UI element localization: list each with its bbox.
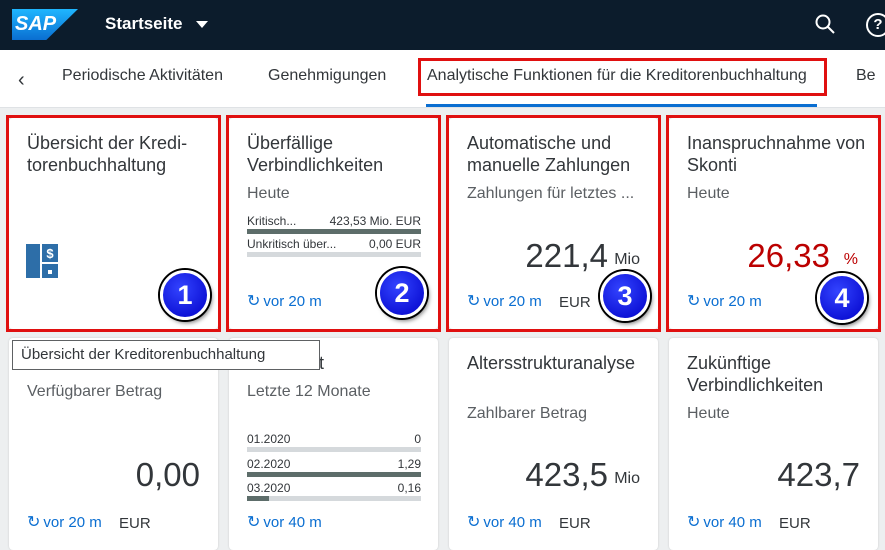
tile-title: Altersstrukturanalyse: [467, 353, 636, 373]
bar-value: 1,29: [397, 457, 421, 471]
tile-laufzeit[interactable]: enlaufzeit Letzte 12 Monate 01.2020 0 02…: [229, 338, 438, 550]
sap-logo[interactable]: SAP: [12, 9, 78, 40]
refresh-icon: ↻: [247, 293, 261, 310]
tile-verfuegbarer-betrag[interactable]: Verfügbarer Betrag 0,00 ↻ vor 20 m EUR: [9, 338, 218, 550]
tile-footer-refresh: ↻ vor 20 m: [247, 293, 322, 310]
search-icon[interactable]: [814, 13, 836, 35]
tile-subtitle: Zahlungen für letztes ...: [467, 185, 635, 202]
tile-altersstrukturanalyse[interactable]: Altersstrukturanalyse Zahlbarer Betrag 4…: [449, 338, 658, 550]
tile-subtitle: Heute: [687, 405, 730, 422]
refresh-icon: ↻: [27, 514, 41, 531]
tile-kpi-value: 221,4: [525, 237, 608, 274]
tile-footer-unit: EUR: [119, 515, 151, 532]
shell-bar: SAP Startseite ?: [0, 0, 885, 50]
tile-title: Automatische und manuelle Zahlungen: [467, 133, 631, 175]
tile-subtitle: Heute: [687, 185, 730, 202]
tile-footer-unit: EUR: [559, 294, 591, 311]
tile-kpi-value: 423,7: [777, 456, 860, 493]
callout-badge-4: 4: [817, 273, 867, 323]
tile-subtitle: Heute: [247, 185, 290, 202]
accounts-payable-icon: $: [26, 244, 58, 278]
tile-kpi-value: 26,33: [747, 237, 830, 274]
tile-kpi-value: 423,5: [525, 456, 608, 493]
bar-track: [247, 496, 421, 501]
tile-footer-unit: EUR: [559, 515, 591, 532]
tile-footer-refresh: ↻ vor 40 m: [687, 514, 762, 531]
bar-label: Kritisch...: [247, 214, 297, 228]
tooltip: Übersicht der Kreditorenbuchhaltung: [12, 340, 320, 370]
tile-title: Überfällige Verbindlichkeiten: [247, 133, 384, 175]
tab-active-indicator: [426, 104, 817, 107]
bar-fill: [247, 472, 421, 477]
svg-text:$: $: [46, 246, 54, 261]
bar-track: [247, 472, 421, 477]
tile-kpi-value: 0,00: [135, 456, 200, 493]
bar-label: 03.2020: [247, 481, 291, 495]
chevron-left-icon[interactable]: ‹: [18, 69, 25, 91]
tile-title: Übersicht der Kredi-torenbuchhaltung: [27, 133, 188, 175]
tab-genehmigungen[interactable]: Genehmigungen: [268, 67, 387, 84]
callout-badge-2: 2: [377, 268, 427, 318]
bar-track: [247, 447, 421, 452]
refresh-icon: ↻: [247, 514, 261, 531]
tile-kpi-scale: %: [843, 251, 858, 268]
bar-value: 0: [414, 432, 421, 446]
bar-label: Unkritisch über...: [247, 237, 337, 251]
bar-label: 02.2020: [247, 457, 291, 471]
refresh-icon: ↻: [687, 293, 701, 310]
shell-title[interactable]: Startseite: [105, 14, 183, 33]
bar-track: [247, 229, 421, 234]
tile-subtitle: Zahlbarer Betrag: [467, 405, 588, 422]
tab-periodische-aktivitaeten[interactable]: Periodische Aktivitäten: [62, 67, 223, 84]
tile-subtitle: Letzte 12 Monate: [247, 383, 371, 400]
callout-badge-3: 3: [600, 271, 650, 321]
bar-value: 0,16: [397, 481, 421, 495]
tile-title: Zukünftige Verbindlichkeiten: [687, 353, 824, 395]
tab-overflow[interactable]: Be: [856, 67, 876, 84]
bar-value: 0,00 EUR: [368, 237, 421, 251]
refresh-icon: ↻: [687, 514, 701, 531]
bar-label: 01.2020: [247, 432, 291, 446]
chevron-down-icon[interactable]: [196, 21, 208, 28]
tile-kpi-scale: Mio: [614, 470, 640, 487]
tile-footer-refresh: ↻ vor 20 m: [27, 514, 102, 531]
tile-zukuenftige-verbindlichkeiten[interactable]: Zukünftige Verbindlichkeiten Heute 423,7…: [669, 338, 878, 550]
tile-footer-refresh: ↻ vor 20 m: [687, 293, 762, 310]
bar-fill: [247, 496, 269, 501]
tab-bar: ‹ Periodische Aktivitäten Genehmigungen …: [0, 50, 885, 108]
tile-subtitle: Verfügbarer Betrag: [27, 383, 163, 400]
tab-analytische-funktionen[interactable]: Analytische Funktionen für die Kreditore…: [427, 67, 807, 84]
tile-kpi-scale: Mio: [614, 251, 640, 268]
callout-badge-1: 1: [160, 270, 210, 320]
bar-track: [247, 252, 421, 257]
help-icon[interactable]: ?: [866, 13, 885, 37]
bar-value: 423,53 Mio. EUR: [329, 214, 421, 228]
tile-footer-refresh: ↻ vor 40 m: [467, 514, 542, 531]
tile-title: Inanspruchnahme von Skonti: [687, 133, 866, 175]
tile-automatische-manuelle-zahlungen[interactable]: Automatische und manuelle Zahlungen Zahl…: [449, 118, 658, 329]
tile-footer-refresh: ↻ vor 40 m: [247, 514, 322, 531]
refresh-icon: ↻: [467, 293, 481, 310]
tile-footer-refresh: ↻ vor 20 m: [467, 293, 542, 310]
tile-footer-unit: EUR: [779, 515, 811, 532]
bar-fill: [247, 229, 421, 234]
refresh-icon: ↻: [467, 514, 481, 531]
